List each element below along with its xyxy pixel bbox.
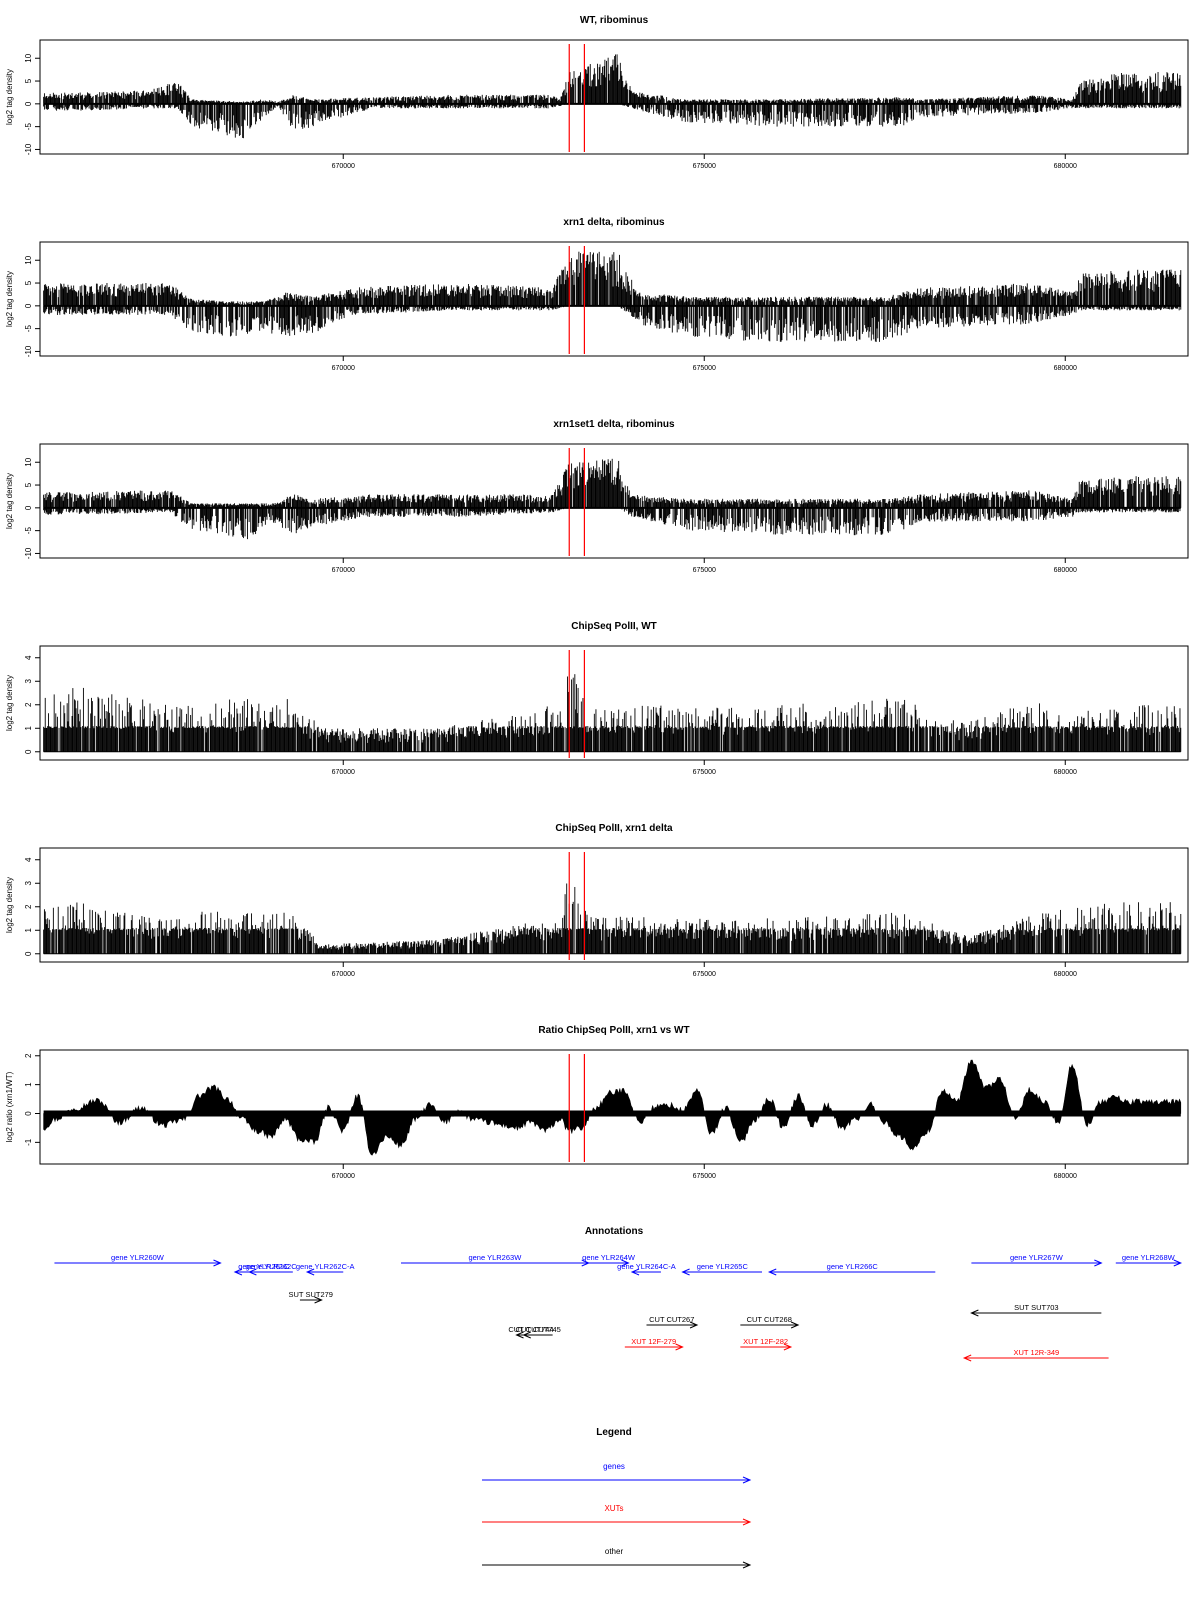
data-bars <box>43 458 1182 540</box>
x-tick-label: 670000 <box>332 163 355 170</box>
plot-frame <box>39 241 1189 357</box>
chart-panel-1: WT, ribominus log2 tag density -10 -5 0 5 10 67… <box>5 15 1189 170</box>
x-tick-label: 675000 <box>693 163 716 170</box>
chart-title: xrn1set1 delta, ribominus <box>553 419 675 430</box>
y-tick-label: -10 <box>24 143 33 155</box>
y-tick-label: 5 <box>24 78 33 83</box>
y-tick-label: 10 <box>24 255 33 264</box>
data-bars <box>43 251 1182 342</box>
y-axis-label: log2 tag density <box>5 271 14 327</box>
plot-frame <box>39 39 1189 155</box>
chart-title: xrn1 delta, ribominus <box>563 217 665 228</box>
chart-title: WT, ribominus <box>580 15 649 26</box>
y-tick-label: 10 <box>24 53 33 62</box>
y-axis-label: log2 tag density <box>5 473 14 529</box>
data-bars <box>43 54 1182 139</box>
y-tick-label: 0 <box>24 303 33 308</box>
y-tick-label: 0 <box>24 101 33 106</box>
track-panels: WT, ribominus log2 tag density -10 -5 0 5 10 67… <box>5 15 1189 1180</box>
chart-panel-2: xrn1 delta, ribominus log2 tag density -10… <box>5 217 1189 372</box>
y-tick-label: -5 <box>24 123 33 131</box>
y-tick-label: -10 <box>24 345 33 357</box>
y-axis-label: log2 tag density <box>5 69 14 125</box>
chart-panel-3: xrn1set1 delta, ribominus log2 tag densit… <box>5 419 1189 574</box>
y-tick-label: 5 <box>24 280 33 285</box>
x-tick-label: 680000 <box>1054 365 1077 372</box>
x-tick-label: 675000 <box>693 365 716 372</box>
y-tick-label: -5 <box>24 325 33 333</box>
x-tick-label: 680000 <box>1054 163 1077 170</box>
x-tick-label: 670000 <box>332 365 355 372</box>
